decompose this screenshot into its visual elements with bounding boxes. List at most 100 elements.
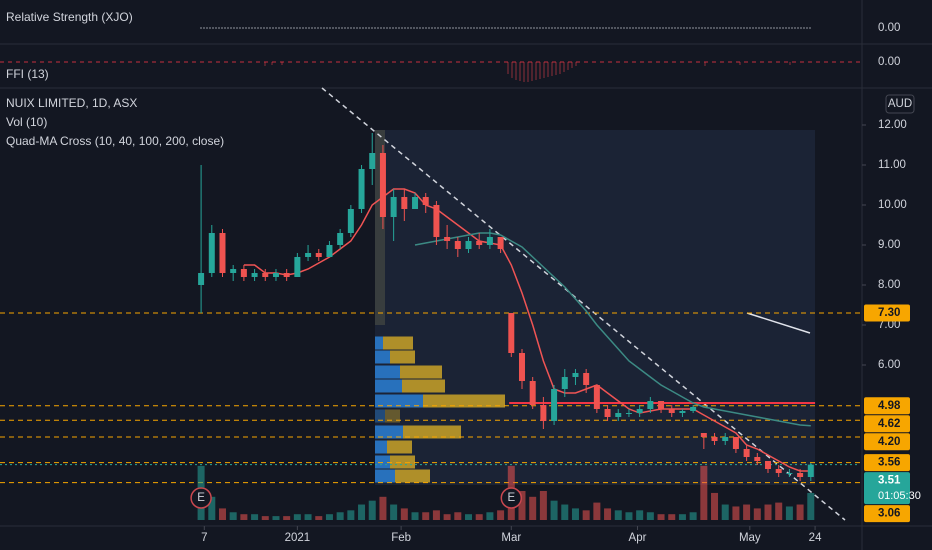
- volume-bar: [422, 512, 430, 520]
- candle-body: [743, 449, 750, 457]
- candle-body: [593, 385, 600, 409]
- volume-bar: [646, 512, 654, 520]
- volume-bar: [657, 514, 665, 520]
- candle-body: [315, 253, 322, 257]
- x-tick-label: 24: [809, 532, 822, 544]
- candle-body: [337, 233, 344, 245]
- profile-down: [387, 440, 412, 454]
- price-label: 4.62: [878, 418, 900, 430]
- profile-up: [375, 409, 385, 423]
- candle-body: [208, 233, 215, 273]
- candle-body: [347, 209, 354, 233]
- pane-title: Relative Strength (XJO): [6, 10, 133, 24]
- volume-bar: [775, 502, 783, 520]
- x-tick-label: Feb: [391, 532, 411, 544]
- profile-up: [375, 455, 390, 469]
- volume-bar: [689, 512, 697, 520]
- volume-bar: [582, 510, 590, 520]
- volume-bar: [368, 500, 376, 520]
- candle-body: [390, 197, 397, 217]
- profile-up: [375, 469, 395, 483]
- pane-value: 0.00: [878, 56, 900, 68]
- candle-body: [615, 413, 622, 417]
- candle-body: [807, 464, 814, 477]
- currency[interactable]: AUD: [888, 98, 912, 110]
- price-label-box: [864, 304, 910, 322]
- candle-body: [326, 245, 333, 257]
- volume-bar: [293, 514, 301, 520]
- profile-down: [390, 350, 415, 364]
- candle-body: [454, 241, 461, 249]
- profile-down: [402, 379, 445, 393]
- volume-bar: [807, 492, 815, 520]
- pane-title: FFI (13): [6, 67, 49, 81]
- candle-body: [379, 153, 386, 217]
- profile-up: [375, 350, 390, 364]
- volume-bar: [283, 516, 291, 520]
- volume-bar: [753, 508, 761, 520]
- volume-bar: [678, 514, 686, 520]
- volume-bar: [711, 492, 719, 520]
- profile-down: [390, 455, 415, 469]
- volume-bar: [571, 508, 579, 520]
- price-label-box: [864, 415, 910, 433]
- volume-bar: [379, 496, 387, 520]
- candle-body: [518, 353, 525, 381]
- chart-title: NUIX LIMITED, 1D, ASX: [6, 96, 137, 110]
- candle-body: [219, 233, 226, 273]
- candle-body: [754, 457, 761, 461]
- x-tick-label: Apr: [629, 532, 647, 544]
- volume-bar: [347, 510, 355, 520]
- profile-dim-column: [375, 130, 385, 325]
- moving-average: [243, 188, 811, 472]
- candle-body: [775, 469, 782, 473]
- event-label: E: [507, 492, 515, 504]
- volume-bar: [261, 516, 269, 520]
- candle-body: [412, 197, 419, 209]
- volume-bar: [325, 514, 333, 520]
- candle-body: [283, 273, 290, 277]
- candle-body: [540, 405, 547, 421]
- volume-bar: [550, 500, 558, 520]
- candle-body: [690, 407, 697, 411]
- volume-bar: [443, 514, 451, 520]
- candle-body: [797, 473, 804, 477]
- candle-body: [732, 437, 739, 449]
- profile-down: [383, 336, 413, 350]
- candle-body: [240, 269, 247, 277]
- currency-badge[interactable]: [885, 94, 915, 114]
- indicator-title: Vol (10): [6, 115, 47, 129]
- candle-body: [647, 401, 654, 409]
- volume-bar: [764, 504, 772, 520]
- volume-bar: [400, 508, 408, 520]
- candle-body: [294, 257, 301, 277]
- volume-bar: [518, 491, 526, 520]
- candle-body: [636, 409, 643, 413]
- candle-body: [572, 373, 579, 377]
- volume-bar: [743, 504, 751, 520]
- volume-bar: [614, 510, 622, 520]
- profile-down: [400, 365, 442, 379]
- candle-body: [305, 253, 312, 257]
- candle-body: [198, 273, 205, 285]
- price-label-box: [864, 433, 910, 451]
- volume-bar: [304, 514, 312, 520]
- profile-up: [375, 440, 387, 454]
- price-label: 3.06: [878, 508, 900, 520]
- price-label: 7.30: [878, 307, 900, 319]
- volume-bar: [475, 514, 483, 520]
- price-label: 4.98: [878, 400, 901, 412]
- candle-body: [711, 437, 718, 441]
- candle-body: [551, 389, 558, 421]
- volume-bar: [315, 516, 323, 520]
- candle-body: [401, 197, 408, 209]
- candle-body: [251, 273, 258, 277]
- price-label-box: [864, 472, 910, 505]
- profile-up: [375, 336, 383, 350]
- candle-body: [444, 237, 451, 241]
- volume-bar: [411, 512, 419, 520]
- candle-body: [433, 205, 440, 237]
- event-marker: [190, 487, 212, 509]
- candle-body: [679, 411, 686, 413]
- x-tick-label: Mar: [501, 532, 521, 544]
